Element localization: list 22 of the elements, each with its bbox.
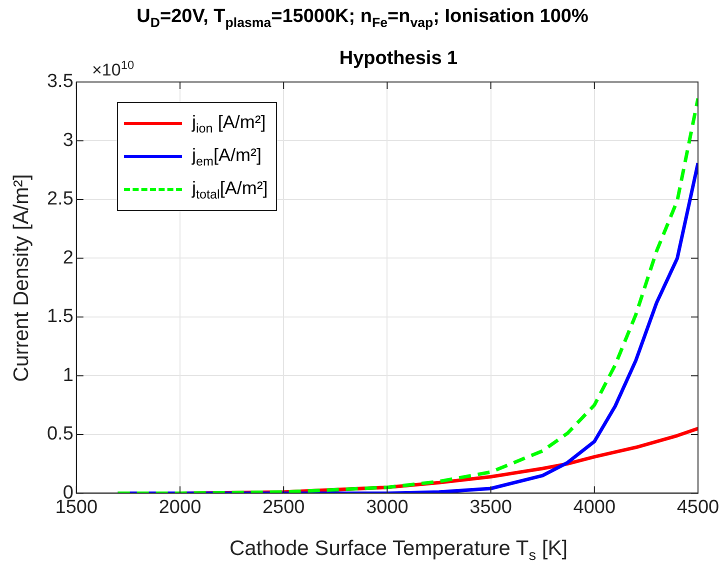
y-tick-label: 2 [62,247,74,268]
legend-label: j$_{em}$[A/m²] [192,144,262,168]
chart-subtitle: Hypothesis 1 [339,48,458,69]
line-series [116,96,698,494]
x-tick-label: 4000 [573,496,616,518]
x-tick-label: 2000 [158,496,202,518]
x-axis-title: Cathode Surface Temperature T$_{s}$ [K] [228,537,569,564]
y-tick-label: 1 [62,364,74,386]
y-tick-label: 3 [62,130,74,151]
x-tick-label: 2500 [262,496,305,518]
x-tick-label: 3000 [366,496,408,518]
y-tick-label: 0.5 [46,424,74,445]
x-tick-label: 4500 [676,496,720,518]
chart-title: U$_{D}$=20V, T$_{plasma}$=15000K; n$_{Fe}$=n$_{vap}$; Ionisation 100% [136,6,588,30]
x-tick-label: 3500 [470,496,512,518]
legend-label: j$_{ion}$ [A/m²] [192,112,266,136]
y-tick-label: 2.5 [46,188,74,210]
y-axis-title: Current Density [A/m²] [10,174,34,382]
text: ×10$^{10}$ [92,58,134,81]
legend-label: j$_{total}$[A/m²] [192,178,268,202]
y-tick-label: 1.5 [46,306,74,328]
y-tick-label: 3.5 [46,71,74,92]
